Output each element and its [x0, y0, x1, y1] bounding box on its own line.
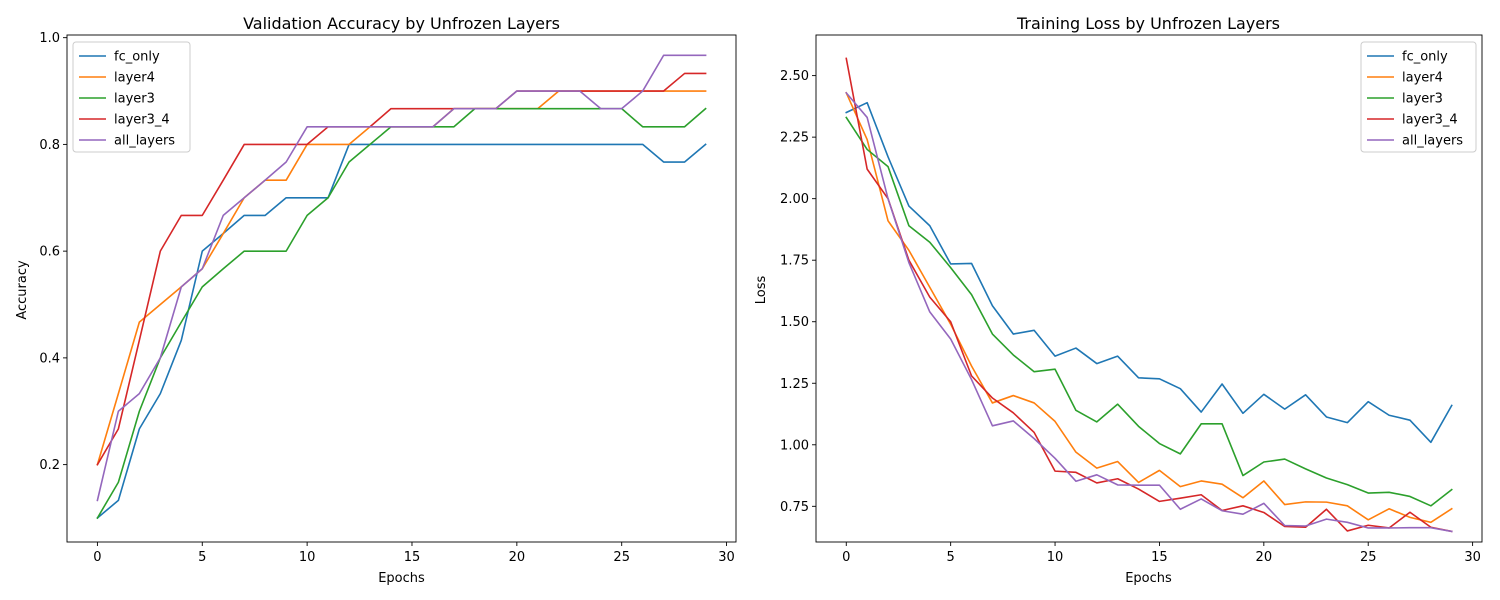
y-tick-label: 0.8 — [39, 138, 60, 153]
y-tick-label: 0.2 — [39, 458, 60, 473]
legend-box — [1360, 41, 1477, 153]
y-tick-label: 2.50 — [780, 69, 809, 84]
legend-box — [72, 41, 191, 153]
series-line-all_layers — [96, 54, 707, 502]
x-tick-label: 5 — [198, 550, 206, 565]
legend-label-fc_only: fc_only — [1402, 50, 1448, 65]
x-tick-label: 25 — [613, 550, 630, 565]
x-tick-label: 25 — [1360, 550, 1377, 565]
x-tick-label: 15 — [1151, 550, 1168, 565]
legend-label-layer3: layer3 — [114, 92, 155, 107]
legend-label-all_layers: all_layers — [1402, 134, 1463, 149]
legend-label-layer4: layer4 — [114, 71, 155, 86]
legend-label-layer3: layer3 — [1402, 92, 1443, 107]
legend-label-layer3_4: layer3_4 — [114, 113, 170, 128]
y-tick-label: 1.25 — [780, 377, 809, 392]
x-axis-label: Epochs — [378, 571, 425, 586]
x-tick-label: 0 — [842, 550, 850, 565]
x-tick-label: 30 — [1464, 550, 1481, 565]
chart-title: Validation Accuracy by Unfrozen Layers — [243, 14, 560, 33]
series-line-layer3_4 — [845, 57, 1453, 533]
y-tick-label: 1.75 — [780, 254, 809, 269]
series-line-fc_only — [96, 143, 707, 520]
series-line-layer3_4 — [96, 72, 707, 466]
x-tick-label: 20 — [509, 550, 526, 565]
y-axis-label: Accuracy — [15, 260, 30, 320]
y-tick-label: 2.25 — [780, 131, 809, 146]
legend-label-all_layers: all_layers — [114, 134, 175, 149]
chart-training-loss: Training Loss by Unfrozen Layers Epochs … — [754, 14, 1483, 586]
x-axis-label: Epochs — [1125, 571, 1172, 586]
x-tick-label: 5 — [947, 550, 955, 565]
plot-frame — [66, 34, 737, 543]
y-tick-label: 0.4 — [39, 351, 60, 366]
series-line-all_layers — [845, 91, 1453, 533]
chart-validation-accuracy: Validation Accuracy by Unfrozen Layers E… — [15, 14, 737, 586]
series-line-fc_only — [845, 101, 1453, 444]
x-tick-label: 20 — [1256, 550, 1273, 565]
x-tick-label: 10 — [299, 550, 316, 565]
legend-label-layer3_4: layer3_4 — [1402, 113, 1458, 128]
y-tick-label: 0.6 — [39, 245, 60, 260]
x-tick-label: 10 — [1047, 550, 1064, 565]
y-tick-label: 1.00 — [780, 438, 809, 453]
y-axis-label: Loss — [754, 276, 769, 305]
chart-title: Training Loss by Unfrozen Layers — [1016, 14, 1280, 33]
plot-frame — [815, 34, 1483, 543]
y-tick-label: 2.00 — [780, 192, 809, 207]
series-line-layer3 — [845, 116, 1453, 507]
legend-label-fc_only: fc_only — [114, 50, 160, 65]
x-tick-label: 15 — [404, 550, 421, 565]
y-tick-label: 0.75 — [780, 500, 809, 515]
legend: fc_only layer4 layer3 layer3_4 all_layers — [72, 41, 191, 153]
y-tick-label: 1.0 — [39, 31, 60, 46]
x-tick-label: 30 — [718, 550, 735, 565]
y-tick-label: 1.50 — [780, 315, 809, 330]
legend: fc_only layer4 layer3 layer3_4 all_layers — [1360, 41, 1477, 153]
legend-label-layer4: layer4 — [1402, 71, 1443, 86]
x-tick-label: 0 — [93, 550, 101, 565]
